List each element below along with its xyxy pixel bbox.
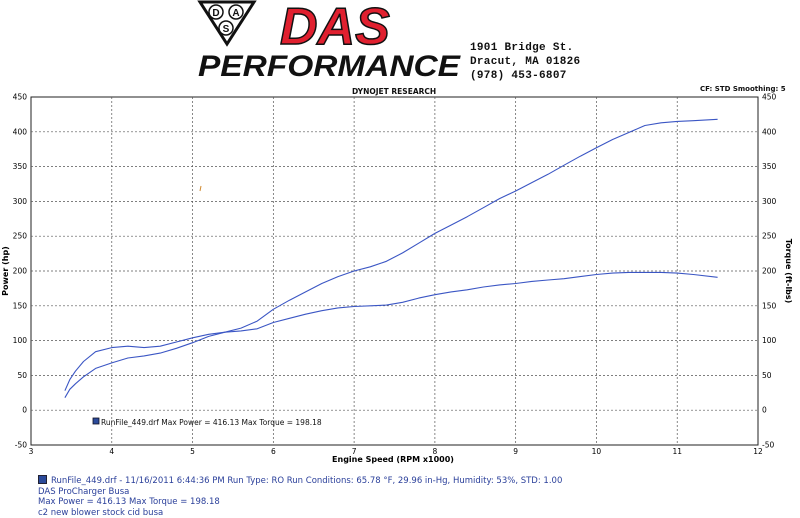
y-tick-label-right: 350	[762, 162, 777, 171]
legend-swatch	[93, 418, 99, 424]
run-info-line-1: RunFile_449.drf - 11/16/2011 6:44:36 PM …	[38, 475, 562, 487]
x-tick-label: 4	[109, 447, 114, 456]
run-info: RunFile_449.drf - 11/16/2011 6:44:36 PM …	[38, 475, 562, 518]
x-tick-label: 6	[271, 447, 276, 456]
y-tick-label-right: 200	[762, 267, 777, 276]
y-tick-label-right: 100	[762, 336, 777, 345]
y-tick-label-right: 50	[762, 371, 772, 380]
y-tick-label-left: 300	[13, 197, 28, 206]
run-info-line-3: Max Power = 416.13 Max Torque = 198.18	[38, 497, 562, 508]
y-tick-label-left: 100	[13, 336, 28, 345]
y-tick-label-left: 250	[13, 232, 28, 241]
run-info-swatch	[38, 475, 47, 484]
run-info-details: RunFile_449.drf - 11/16/2011 6:44:36 PM …	[51, 476, 562, 486]
y-tick-label-right: 0	[762, 406, 767, 415]
run-info-line-2: DAS ProCharger Busa	[38, 487, 562, 498]
x-tick-label: 5	[190, 447, 195, 456]
y-tick-label-left: 0	[22, 406, 27, 415]
y-tick-label-left: 150	[13, 301, 28, 310]
x-tick-label: 11	[672, 447, 682, 456]
y-axis-right-title: Torque (ft-lbs)	[784, 239, 793, 304]
y-tick-label-right: 150	[762, 301, 777, 310]
x-tick-label: 10	[592, 447, 602, 456]
y-tick-label-left: -50	[15, 441, 27, 450]
y-tick-label-right: -50	[762, 441, 774, 450]
y-axis-left-title: Power (hp)	[1, 246, 10, 296]
legend-text: RunFile_449.drf Max Power = 416.13 Max T…	[101, 418, 322, 427]
x-tick-label: 9	[513, 447, 518, 456]
y-tick-label-left: 450	[13, 93, 28, 102]
y-tick-label-right: 400	[762, 127, 777, 136]
y-tick-label-left: 50	[17, 371, 27, 380]
y-tick-label-right: 300	[762, 197, 777, 206]
y-tick-label-left: 400	[13, 127, 28, 136]
x-axis-title: Engine Speed (RPM x1000)	[332, 455, 454, 464]
y-tick-label-right: 250	[762, 232, 777, 241]
run-info-line-4: c2 new blower stock cid busa	[38, 508, 562, 518]
x-tick-label: 3	[29, 447, 34, 456]
y-tick-label-left: 200	[13, 267, 28, 276]
y-tick-label-left: 350	[13, 162, 28, 171]
y-tick-label-right: 450	[762, 93, 777, 102]
